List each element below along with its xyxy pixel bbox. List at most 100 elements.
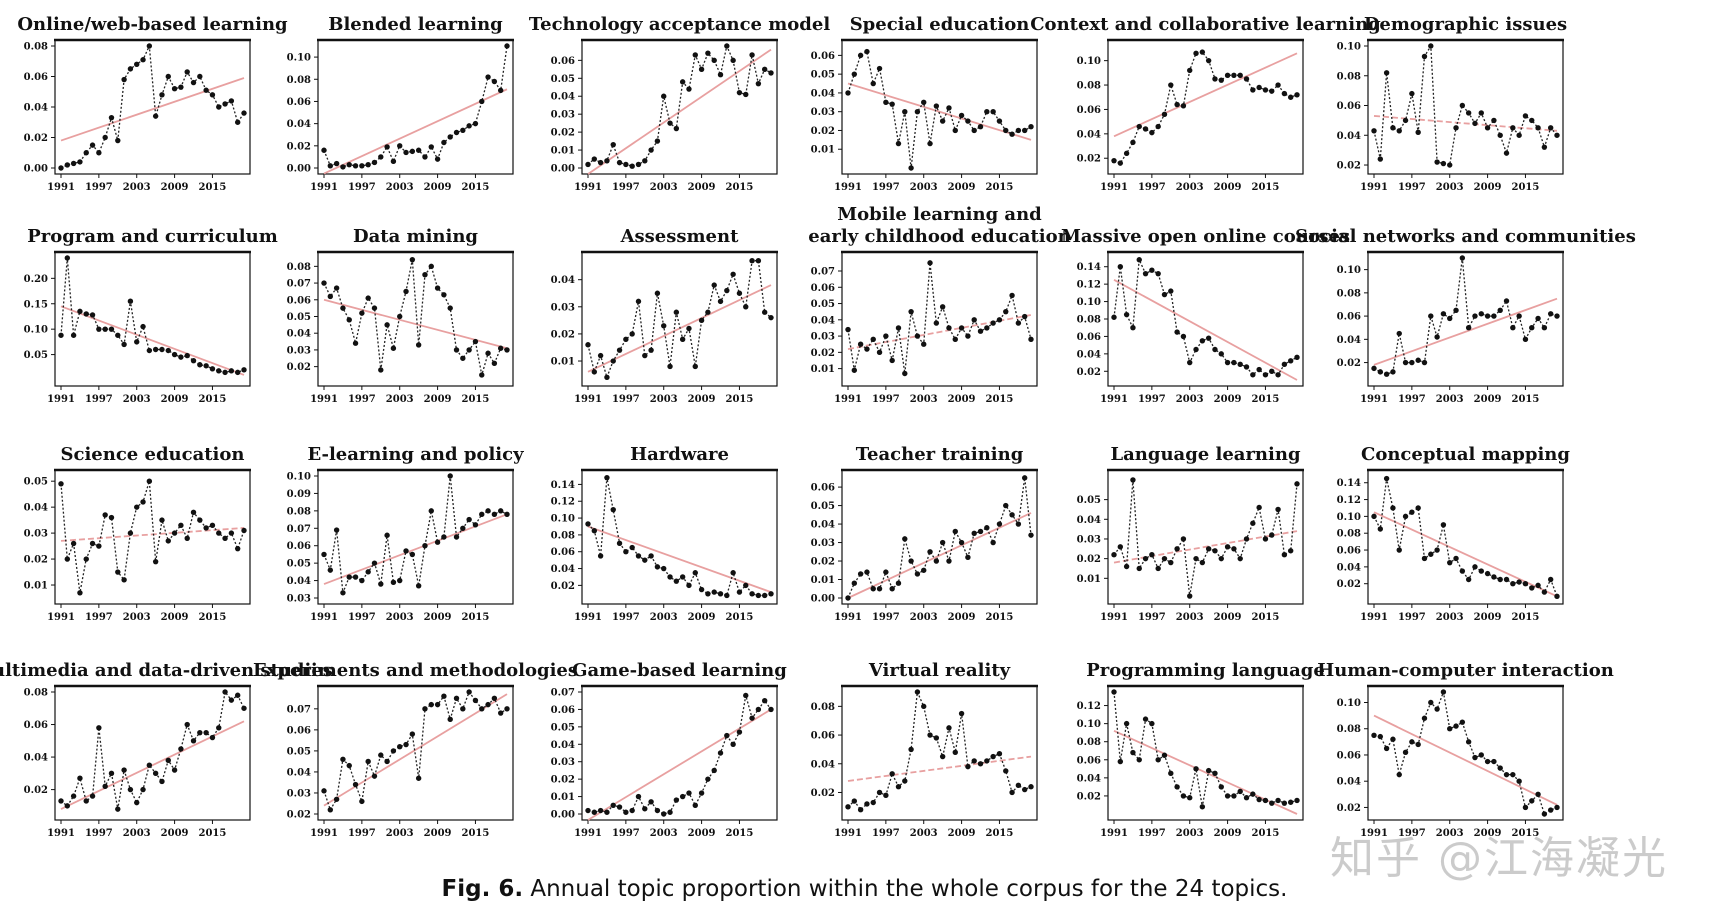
data-point <box>755 706 762 713</box>
x-tick-label: 1997 <box>348 828 376 839</box>
data-point <box>1554 804 1560 811</box>
x-tick-label: 2009 <box>161 182 189 193</box>
data-point <box>1243 364 1250 370</box>
data-point <box>178 522 184 529</box>
data-point <box>921 341 927 347</box>
series-line <box>587 695 772 815</box>
data-point <box>1218 555 1224 562</box>
data-point <box>889 771 895 777</box>
x-tick-label: 1991 <box>1100 182 1128 193</box>
data-point <box>504 511 510 518</box>
y-tick-label: 0.04 <box>24 103 48 114</box>
x-tick-label: 1997 <box>348 182 376 193</box>
chart-title: Online/web-based learning <box>17 14 288 35</box>
data-point <box>102 326 108 332</box>
y-tick-label: 0.03 <box>811 538 835 549</box>
data-point <box>1015 521 1022 527</box>
trend-line <box>847 512 1032 599</box>
data-point <box>371 159 378 166</box>
series-line <box>323 45 508 168</box>
series-line <box>1373 689 1558 815</box>
chart-panel: Social networks and communities 0.02 0.04 0… <box>1295 226 1636 405</box>
data-point <box>946 105 952 111</box>
data-point <box>952 127 958 134</box>
y-tick-label: 0.07 <box>287 524 311 535</box>
data-point <box>70 540 77 547</box>
x-tick-label: 2009 <box>161 612 189 623</box>
data-point <box>654 290 661 296</box>
data-point <box>184 352 190 359</box>
data-point <box>371 305 378 311</box>
data-point <box>1174 546 1180 552</box>
data-point <box>397 577 403 584</box>
data-point <box>1224 544 1231 550</box>
data-point <box>1529 325 1535 331</box>
x-tick-label: 2003 <box>386 394 414 405</box>
y-tick-label: 0.02 <box>24 785 48 796</box>
data-point <box>333 160 340 167</box>
x-tick-label: 1991 <box>574 828 602 839</box>
data-point <box>228 697 235 703</box>
data-point <box>1021 475 1028 481</box>
data-point <box>1459 255 1466 261</box>
data-point <box>346 762 352 769</box>
data-point <box>864 48 870 55</box>
data-point <box>441 139 447 146</box>
data-point <box>171 530 178 536</box>
y-tick-label: 0.04 <box>811 88 835 99</box>
data-point <box>1383 70 1390 76</box>
chart-panel: Multimedia and data-driven studies 0.02 0.… <box>0 660 333 839</box>
y-tick-label: 0.03 <box>551 110 575 121</box>
y-tick-label: 0.06 <box>551 56 575 67</box>
x-tick-label: 1997 <box>348 394 376 405</box>
y-tick-label: 0.04 <box>1337 562 1361 573</box>
data-point <box>610 358 616 364</box>
data-point <box>397 313 403 320</box>
data-point <box>1402 359 1409 366</box>
data-point <box>1193 346 1199 353</box>
data-point <box>698 790 705 796</box>
data-point <box>1554 132 1560 138</box>
data-point <box>648 553 654 559</box>
caption-text: Annual topic proportion within the whole… <box>530 876 1288 902</box>
data-point <box>1371 365 1377 372</box>
x-tick-label: 1997 <box>1398 182 1426 193</box>
data-point <box>327 163 334 169</box>
data-point <box>1130 325 1136 331</box>
data-point <box>1180 536 1187 542</box>
data-point <box>228 98 235 104</box>
data-point <box>134 339 140 345</box>
data-point <box>851 580 858 586</box>
y-tick-label: 0.04 <box>551 92 575 103</box>
y-tick-label: 0.00 <box>287 164 311 175</box>
data-point <box>58 481 64 487</box>
data-point <box>178 354 184 360</box>
x-tick-label: 2009 <box>1474 394 1502 405</box>
data-point <box>661 323 667 329</box>
x-tick-label: 2009 <box>1474 828 1502 839</box>
data-point <box>1193 50 1199 57</box>
y-tick-label: 0.12 <box>551 497 575 508</box>
data-point <box>159 517 165 523</box>
data-point <box>1510 325 1516 331</box>
data-point <box>604 474 610 481</box>
data-point <box>642 158 648 164</box>
data-point <box>673 797 680 803</box>
data-point <box>64 556 71 562</box>
chart-title: Teacher training <box>856 444 1024 465</box>
y-tick-label: 0.08 <box>287 262 311 273</box>
data-point <box>1402 513 1409 520</box>
chart-title: Special education <box>850 14 1030 35</box>
chart-title: E-learning and policy <box>307 444 524 465</box>
data-point <box>895 784 902 790</box>
x-tick-label: 2003 <box>1436 394 1464 405</box>
data-point <box>927 732 933 738</box>
data-point <box>1256 84 1262 91</box>
data-point <box>327 807 334 813</box>
y-tick-label: 0.02 <box>551 775 575 786</box>
data-point <box>743 304 749 310</box>
x-tick-label: 2015 <box>986 182 1014 193</box>
data-point <box>883 99 889 106</box>
data-point <box>1262 536 1269 542</box>
data-point <box>768 314 774 321</box>
